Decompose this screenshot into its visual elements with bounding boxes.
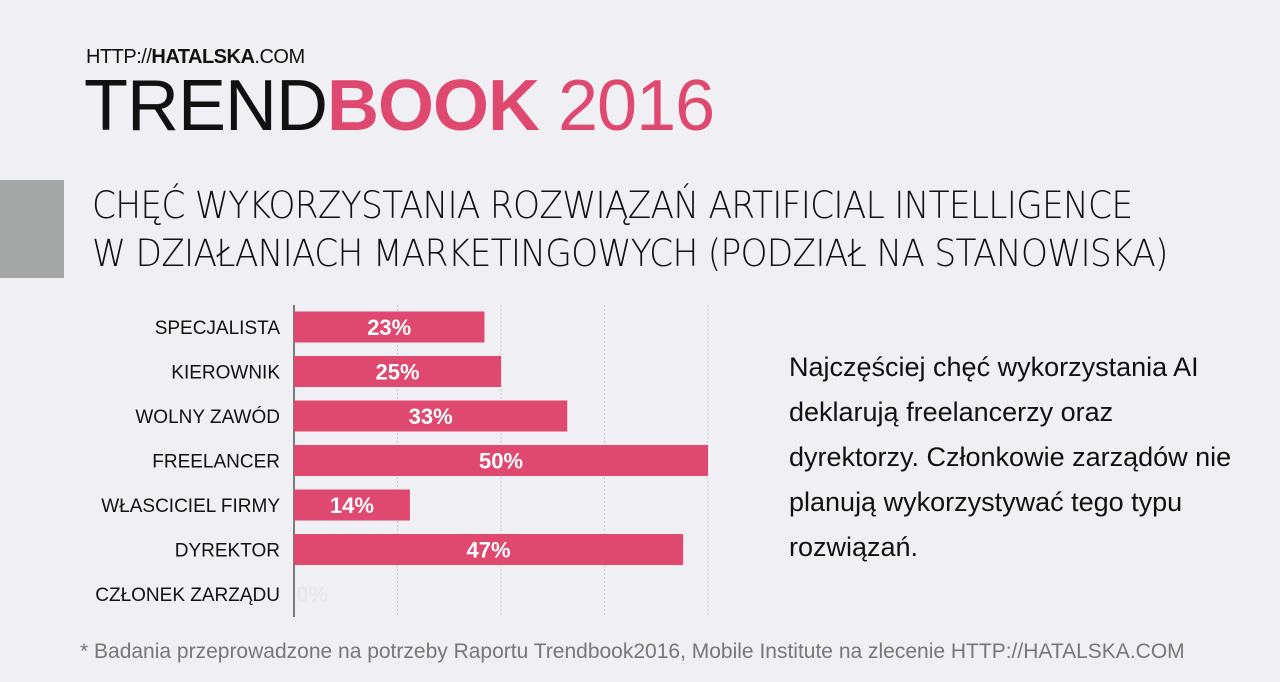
data-label: 25% <box>375 360 419 385</box>
decorative-block <box>0 180 64 278</box>
brand-year: 2016 <box>558 66 715 146</box>
data-label: 50% <box>479 449 523 474</box>
chart-title: CHĘĆ WYKORZYSTANIA ROZWIĄZAŃ ARTIFICIAL … <box>92 182 1168 278</box>
brand-bold: BOOK <box>327 66 540 146</box>
data-label: 14% <box>330 493 374 518</box>
footnote: * Badania przeprowadzone na potrzeby Rap… <box>80 640 1185 663</box>
site-bold: HATALSKA <box>151 46 255 68</box>
bar <box>294 400 568 432</box>
data-label: 0% <box>296 582 328 607</box>
category-label: KIEROWNIK <box>171 363 280 384</box>
category-label: DYREKTOR <box>175 541 280 562</box>
bar <box>294 356 501 387</box>
brand-light: TREND <box>84 66 328 146</box>
bar <box>294 445 708 476</box>
category-label: WOLNY ZAWÓD <box>135 406 280 428</box>
site-prefix: HTTP:// <box>86 46 152 68</box>
bar <box>294 534 684 565</box>
bar <box>294 311 485 343</box>
data-label: 23% <box>367 315 411 340</box>
data-label: 33% <box>409 404 453 429</box>
category-label: WŁASCICIEL FIRMY <box>101 496 280 517</box>
category-label: FREELANCER <box>152 452 280 473</box>
bar <box>294 489 410 521</box>
category-label: SPECJALISTA <box>155 318 281 339</box>
chart-title-line-1: CHĘĆ WYKORZYSTANIA ROZWIĄZAŃ ARTIFICIAL … <box>92 184 1133 227</box>
site-suffix: .COM <box>254 46 305 68</box>
chart-title-line-2: W DZIAŁANIACH MARKETINGOWYCH (PODZIAŁ NA… <box>92 232 1168 275</box>
category-label: CZŁONEK ZARZĄDU <box>95 585 280 606</box>
brand-logo: TRENDBOOK 2016 <box>84 66 715 146</box>
site-url: HTTP://HATALSKA.COM <box>86 46 305 69</box>
chart-note: Najczęściej chęć wykorzystania AI deklar… <box>789 352 1232 562</box>
data-label: 47% <box>467 538 511 563</box>
